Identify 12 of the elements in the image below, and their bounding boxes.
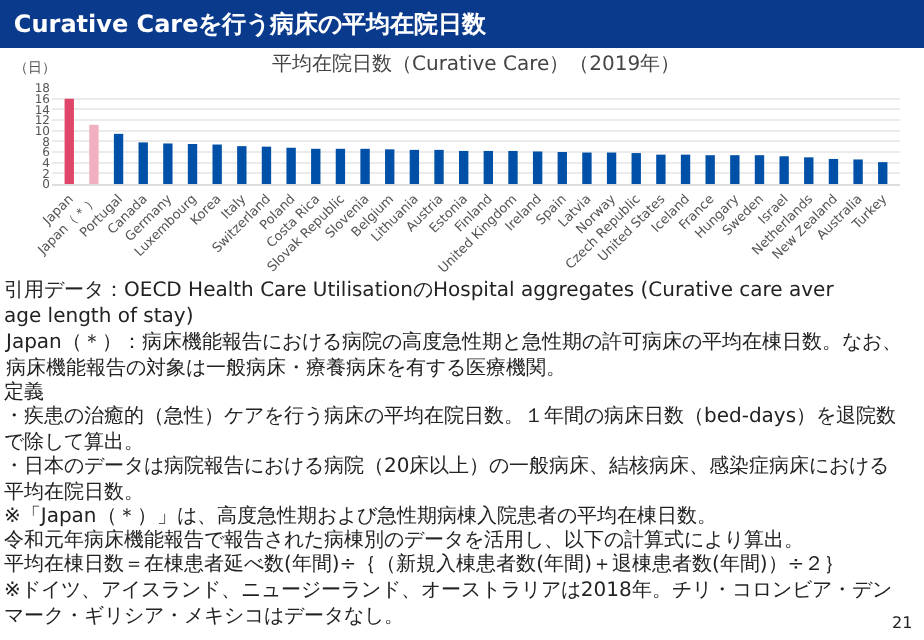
text: 定義 [4,380,44,404]
text: ※ドイツ、アイスランド、ニュージーランド、オーストラリアは2018年。チリ・コロンビア・デンマーク・ギリシア・メキシコはデータなし。 [4,578,892,628]
chart-title: Curative Careを行う病床の平均在院日数 [13,10,489,39]
text: Japan（＊）：病床機能報告における病院の高度急性期と急性期の許可病床の平均在棟日数。なお、病床機能報告の対象は一般病床・療養病床を有する医療機関。 [4,330,902,380]
text: ・日本のデータは病院報告における病院（20床以上）の一般病床、結核病床、感染症病床における平均在院日数。 [4,454,890,504]
text: 21 [892,614,913,632]
text: ・疾患の治癒的（急性）ケアを行う病床の平均在院日数。１年間の病床日数（bed-days）を退院数で除して算出。 [4,404,897,454]
text: 引用データ：OECD Health Care UtilisationのHospital aggregates (Curative care average length of stay) [4,280,836,328]
text: ※「Japan（＊）」は、高度急性期および急性期病棟入院患者の平均在棟日数。 [4,504,717,528]
text: 平均在棟日数＝在棟患者延べ数(年間)÷｛（新規入棟患者数(年間)＋退棟患者数(年間)）÷２｝ [4,552,845,576]
text: 令和元年病床機能報告で報告された病棟別のデータを活用し、以下の計算式により算出。 [4,528,804,552]
chart-subtitle: 平均在院日数（Curative Care）（2019年） [272,52,681,76]
